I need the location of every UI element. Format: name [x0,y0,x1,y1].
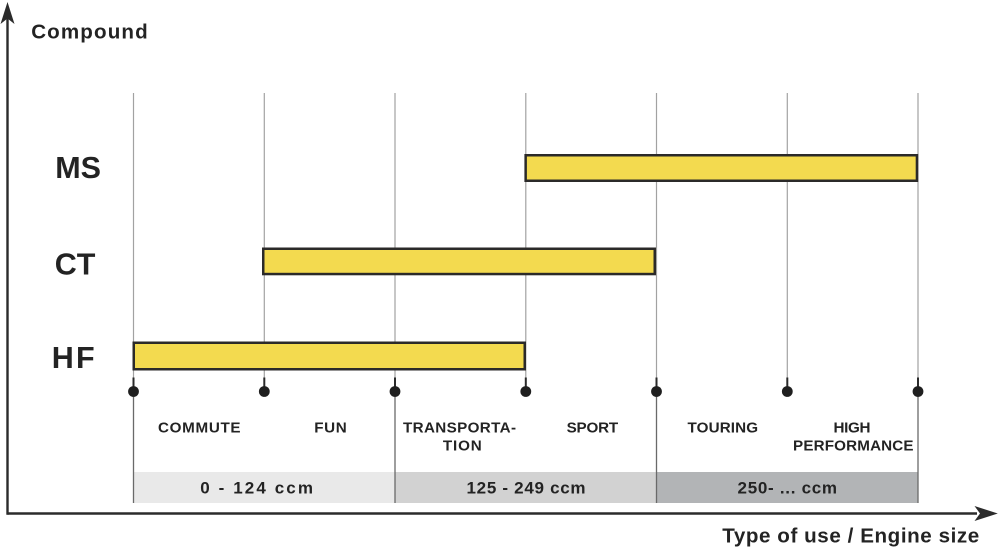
svg-text:TION: TION [443,438,482,455]
svg-text:TRANSPORTA-: TRANSPORTA- [403,420,516,437]
svg-text:SPORT: SPORT [567,420,619,437]
svg-text:Compound: Compound [31,21,148,44]
svg-text:PERFORMANCE: PERFORMANCE [793,438,914,455]
svg-text:MS: MS [55,151,101,185]
svg-text:CT: CT [55,248,96,282]
svg-text:FUN: FUN [314,420,347,437]
svg-text:250- ... ccm: 250- ... ccm [738,479,838,498]
svg-text:HIGH: HIGH [834,420,871,437]
svg-text:Type of use / Engine size: Type of use / Engine size [722,525,979,548]
svg-text:COMMUTE: COMMUTE [158,420,240,437]
svg-text:TOURING: TOURING [688,420,759,437]
svg-text:HF: HF [52,341,95,375]
svg-text:125 - 249 ccm: 125 - 249 ccm [467,479,586,498]
